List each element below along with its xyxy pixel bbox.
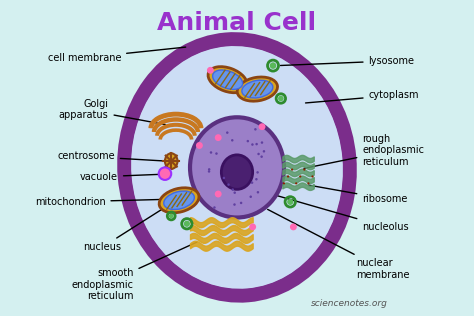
Text: Animal Cell: Animal Cell <box>157 11 317 35</box>
Ellipse shape <box>249 223 256 230</box>
Ellipse shape <box>257 191 259 193</box>
Ellipse shape <box>287 175 289 178</box>
Ellipse shape <box>307 182 310 185</box>
Ellipse shape <box>208 168 210 171</box>
Text: rough
endoplasmic
reticulum: rough endoplasmic reticulum <box>304 134 424 168</box>
Ellipse shape <box>196 142 203 149</box>
Ellipse shape <box>208 170 210 173</box>
Ellipse shape <box>210 151 212 154</box>
Ellipse shape <box>226 131 228 134</box>
Ellipse shape <box>259 123 265 130</box>
Ellipse shape <box>231 139 234 142</box>
Ellipse shape <box>215 191 222 198</box>
Ellipse shape <box>124 39 350 296</box>
Ellipse shape <box>215 134 222 141</box>
Ellipse shape <box>249 196 252 198</box>
Text: nucleus: nucleus <box>83 192 189 252</box>
Ellipse shape <box>207 67 214 74</box>
Text: cell membrane: cell membrane <box>47 47 186 63</box>
Ellipse shape <box>263 150 265 153</box>
Ellipse shape <box>261 141 263 144</box>
Text: smooth
endoplasmic
reticulum: smooth endoplasmic reticulum <box>72 242 197 301</box>
Ellipse shape <box>164 191 194 210</box>
Ellipse shape <box>255 178 258 180</box>
Ellipse shape <box>169 214 173 218</box>
Ellipse shape <box>234 191 236 194</box>
Ellipse shape <box>228 183 230 186</box>
Ellipse shape <box>184 221 190 227</box>
Ellipse shape <box>311 175 314 178</box>
Text: mitochondrion: mitochondrion <box>35 197 163 207</box>
Ellipse shape <box>254 128 256 131</box>
Ellipse shape <box>299 175 301 178</box>
Ellipse shape <box>213 206 216 209</box>
Ellipse shape <box>303 168 305 171</box>
Ellipse shape <box>223 177 225 179</box>
Ellipse shape <box>270 62 276 69</box>
Text: Golgi
apparatus: Golgi apparatus <box>59 99 165 125</box>
Text: cytoplasm: cytoplasm <box>306 90 419 103</box>
Text: vacuole: vacuole <box>80 172 158 182</box>
Ellipse shape <box>283 182 285 185</box>
Ellipse shape <box>251 181 253 184</box>
Ellipse shape <box>233 203 236 206</box>
Ellipse shape <box>165 153 177 169</box>
Text: nuclear
membrane: nuclear membrane <box>268 210 410 280</box>
Ellipse shape <box>260 155 263 158</box>
Ellipse shape <box>190 117 284 217</box>
Ellipse shape <box>237 77 277 101</box>
Ellipse shape <box>290 223 297 230</box>
Ellipse shape <box>251 143 254 146</box>
Ellipse shape <box>208 67 247 93</box>
Ellipse shape <box>242 80 273 98</box>
Ellipse shape <box>291 168 293 171</box>
Ellipse shape <box>257 153 260 155</box>
Ellipse shape <box>213 70 243 89</box>
Ellipse shape <box>256 171 259 173</box>
Ellipse shape <box>231 188 234 191</box>
Ellipse shape <box>215 152 218 155</box>
Ellipse shape <box>295 182 297 185</box>
Ellipse shape <box>278 96 283 101</box>
Ellipse shape <box>246 140 249 143</box>
Ellipse shape <box>221 155 253 189</box>
Ellipse shape <box>240 202 242 204</box>
Text: nucleolus: nucleolus <box>263 192 409 232</box>
Text: sciencenotes.org: sciencenotes.org <box>310 299 387 308</box>
Ellipse shape <box>159 167 171 180</box>
Ellipse shape <box>255 143 258 145</box>
Text: lysosome: lysosome <box>281 56 415 66</box>
Ellipse shape <box>287 199 293 205</box>
Text: ribosome: ribosome <box>309 185 408 204</box>
Text: centrosome: centrosome <box>57 151 164 161</box>
Ellipse shape <box>159 188 199 213</box>
